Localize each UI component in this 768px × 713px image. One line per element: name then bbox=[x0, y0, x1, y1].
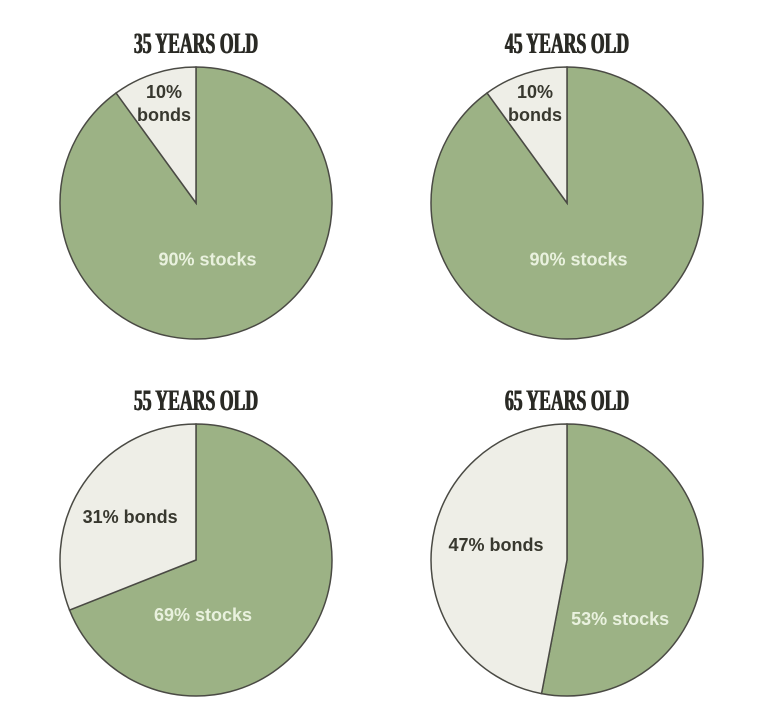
svg-text:65 YEARS OLD: 65 YEARS OLD bbox=[505, 384, 629, 417]
svg-text:90% stocks: 90% stocks bbox=[529, 250, 627, 270]
svg-text:10%: 10% bbox=[517, 82, 553, 102]
svg-text:35 YEARS OLD: 35 YEARS OLD bbox=[134, 27, 258, 60]
svg-text:bonds: bonds bbox=[137, 105, 191, 125]
svg-text:10%: 10% bbox=[146, 82, 182, 102]
svg-text:69% stocks: 69% stocks bbox=[154, 605, 252, 625]
svg-text:47% bonds: 47% bonds bbox=[448, 535, 543, 555]
svg-text:90% stocks: 90% stocks bbox=[158, 250, 256, 270]
svg-text:45 YEARS OLD: 45 YEARS OLD bbox=[505, 27, 629, 60]
svg-text:31% bonds: 31% bonds bbox=[83, 507, 178, 527]
svg-text:bonds: bonds bbox=[508, 105, 562, 125]
svg-text:55 YEARS OLD: 55 YEARS OLD bbox=[134, 384, 258, 417]
svg-text:53% stocks: 53% stocks bbox=[571, 609, 669, 629]
